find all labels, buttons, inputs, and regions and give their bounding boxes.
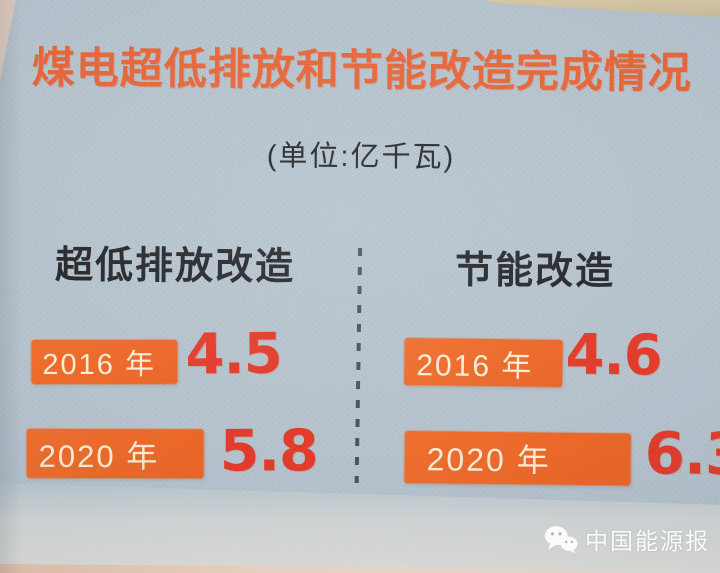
year-badge-label: 2020 年 xyxy=(426,441,551,479)
source-watermark: 中国能源报 xyxy=(544,522,710,556)
unit-label: (单位:亿千瓦) xyxy=(266,140,456,174)
watermark-source-text: 中国能源报 xyxy=(585,528,710,554)
year-badge-right-2020: 2020 年 xyxy=(404,430,631,486)
dashed-divider xyxy=(354,247,363,484)
value-right-2016: 4.6 xyxy=(565,322,662,389)
year-badge-label: 2016 年 xyxy=(42,348,156,382)
value-left-2016: 4.5 xyxy=(185,321,282,388)
photo-bottom-edge xyxy=(0,564,720,573)
value-right-2020: 6.3 xyxy=(644,419,720,489)
year-badge-left-2016: 2016 年 xyxy=(31,339,178,385)
value-left-2020: 5.8 xyxy=(219,418,318,485)
year-badge-left-2020: 2020 年 xyxy=(26,428,204,479)
column-header-ultra-low-emission: 超低排放改造 xyxy=(54,244,296,289)
year-badge-right-2016: 2016 年 xyxy=(404,337,563,388)
year-badge-label: 2016 年 xyxy=(416,348,534,384)
chart-title: 煤电超低排放和节能改造完成情况 xyxy=(31,44,692,98)
year-badge-label: 2020 年 xyxy=(38,438,160,475)
column-header-energy-saving: 节能改造 xyxy=(454,249,616,294)
wechat-icon xyxy=(544,525,578,553)
